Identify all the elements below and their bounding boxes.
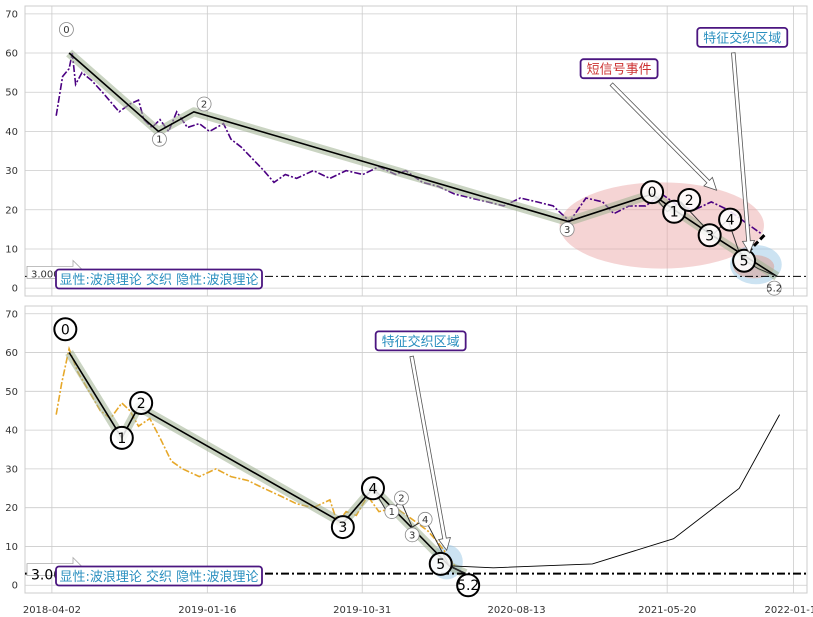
wave-label: 0 xyxy=(648,185,657,201)
annotation-text: 短信号事件 xyxy=(587,63,652,78)
wave-label-circle xyxy=(129,390,154,415)
wave-label-circle xyxy=(417,511,433,527)
wave-label-circle xyxy=(109,425,134,450)
wave-label-circle xyxy=(428,551,453,576)
y-tick-label: 0 xyxy=(12,581,18,592)
wave-label-circle xyxy=(360,476,385,501)
wave-label-circle xyxy=(456,573,481,598)
wave-label-circle xyxy=(718,207,743,232)
y-tick-label: 10 xyxy=(5,244,18,255)
x-tick-label: 2019-10-31 xyxy=(333,605,391,616)
annotation-box xyxy=(374,330,467,352)
wave-label-circle xyxy=(384,504,400,519)
wave-label: 4 xyxy=(369,481,378,497)
plot-area xyxy=(24,305,808,594)
y-tick-label: 30 xyxy=(5,464,18,475)
y-tick-label: 60 xyxy=(5,348,18,359)
x-tick-label: 2021-05-20 xyxy=(638,605,696,616)
wave-label-circle xyxy=(394,490,409,506)
wave-label: 2 xyxy=(201,99,207,110)
forecast-line xyxy=(451,414,780,569)
wave-label: 5 xyxy=(436,557,445,573)
wave-label-circle xyxy=(697,223,722,248)
wave-label: 3 xyxy=(338,520,347,536)
annotation-arrow xyxy=(409,355,451,552)
wave-label: 1 xyxy=(117,431,126,447)
wave-label-circle xyxy=(640,180,665,205)
wave-label-circle xyxy=(59,22,74,37)
wave-label: 5.2 xyxy=(766,284,782,295)
wave-label-circle xyxy=(559,221,575,237)
annotation-arrow xyxy=(731,52,756,254)
annotation-box xyxy=(579,58,659,80)
threshold-label: 3.000 xyxy=(31,269,60,280)
y-tick-label: 30 xyxy=(5,166,18,177)
annotation-arrow xyxy=(609,82,718,191)
wave-label: 4 xyxy=(726,213,735,229)
annotation-text: 特征交织区域 xyxy=(382,334,460,350)
y-tick-label: 20 xyxy=(5,503,18,514)
wave-label-circle xyxy=(677,187,702,212)
wave-label-circle xyxy=(152,131,167,147)
annotation-text: 特征交织区域 xyxy=(703,30,781,46)
x-tick-label: 2018-04-02 xyxy=(23,605,81,616)
wave-label: 1 xyxy=(670,205,679,221)
wave-label: 0 xyxy=(61,322,70,338)
y-tick-label: 60 xyxy=(5,49,18,60)
y-tick-label: 50 xyxy=(5,387,18,398)
wave-label: 4 xyxy=(422,515,428,526)
legend-text: 显性:波浪理论 交织 隐性:波浪理论 xyxy=(59,272,258,288)
wave-label: 1 xyxy=(389,507,395,518)
annotation-box xyxy=(696,26,789,48)
top-panel: 0102030405060703.00001230123455.2短信号事件特征… xyxy=(5,5,808,297)
wave-label-circle xyxy=(196,96,212,112)
wave-label: 5.2 xyxy=(457,578,479,594)
y-tick-label: 40 xyxy=(5,127,18,138)
wave-label: 2 xyxy=(137,396,146,412)
legend-box xyxy=(55,565,263,587)
y-tick-label: 50 xyxy=(5,88,18,99)
wave-label-circle xyxy=(330,515,355,540)
y-tick-label: 70 xyxy=(5,9,18,20)
wave-label: 5 xyxy=(740,254,749,270)
wave-label-circle xyxy=(53,317,78,342)
x-tick-label: 2019-01-16 xyxy=(178,605,236,616)
y-tick-label: 0 xyxy=(12,284,18,295)
y-tick-label: 10 xyxy=(5,542,18,553)
wave-label: 0 xyxy=(63,25,69,36)
x-tick-label: 2022-01-10 xyxy=(764,605,813,616)
wave-label: 2 xyxy=(398,493,404,504)
x-tick-label: 2020-08-13 xyxy=(488,605,546,616)
wave-label: 3 xyxy=(409,530,415,541)
wave-label-circle xyxy=(766,280,782,296)
wave-label: 3 xyxy=(564,225,570,236)
legend-box xyxy=(55,268,263,290)
y-tick-label: 20 xyxy=(5,205,18,216)
wave-label: 2 xyxy=(685,193,694,209)
legend-text: 显性:波浪理论 交织 隐性:波浪理论 xyxy=(59,569,258,585)
wave-label: 1 xyxy=(156,135,162,146)
wave-label: 3 xyxy=(705,228,714,244)
y-tick-label: 40 xyxy=(5,426,18,437)
wave-label-circle xyxy=(732,248,757,273)
y-tick-label: 70 xyxy=(5,309,18,320)
wave-label-circle xyxy=(404,527,420,543)
